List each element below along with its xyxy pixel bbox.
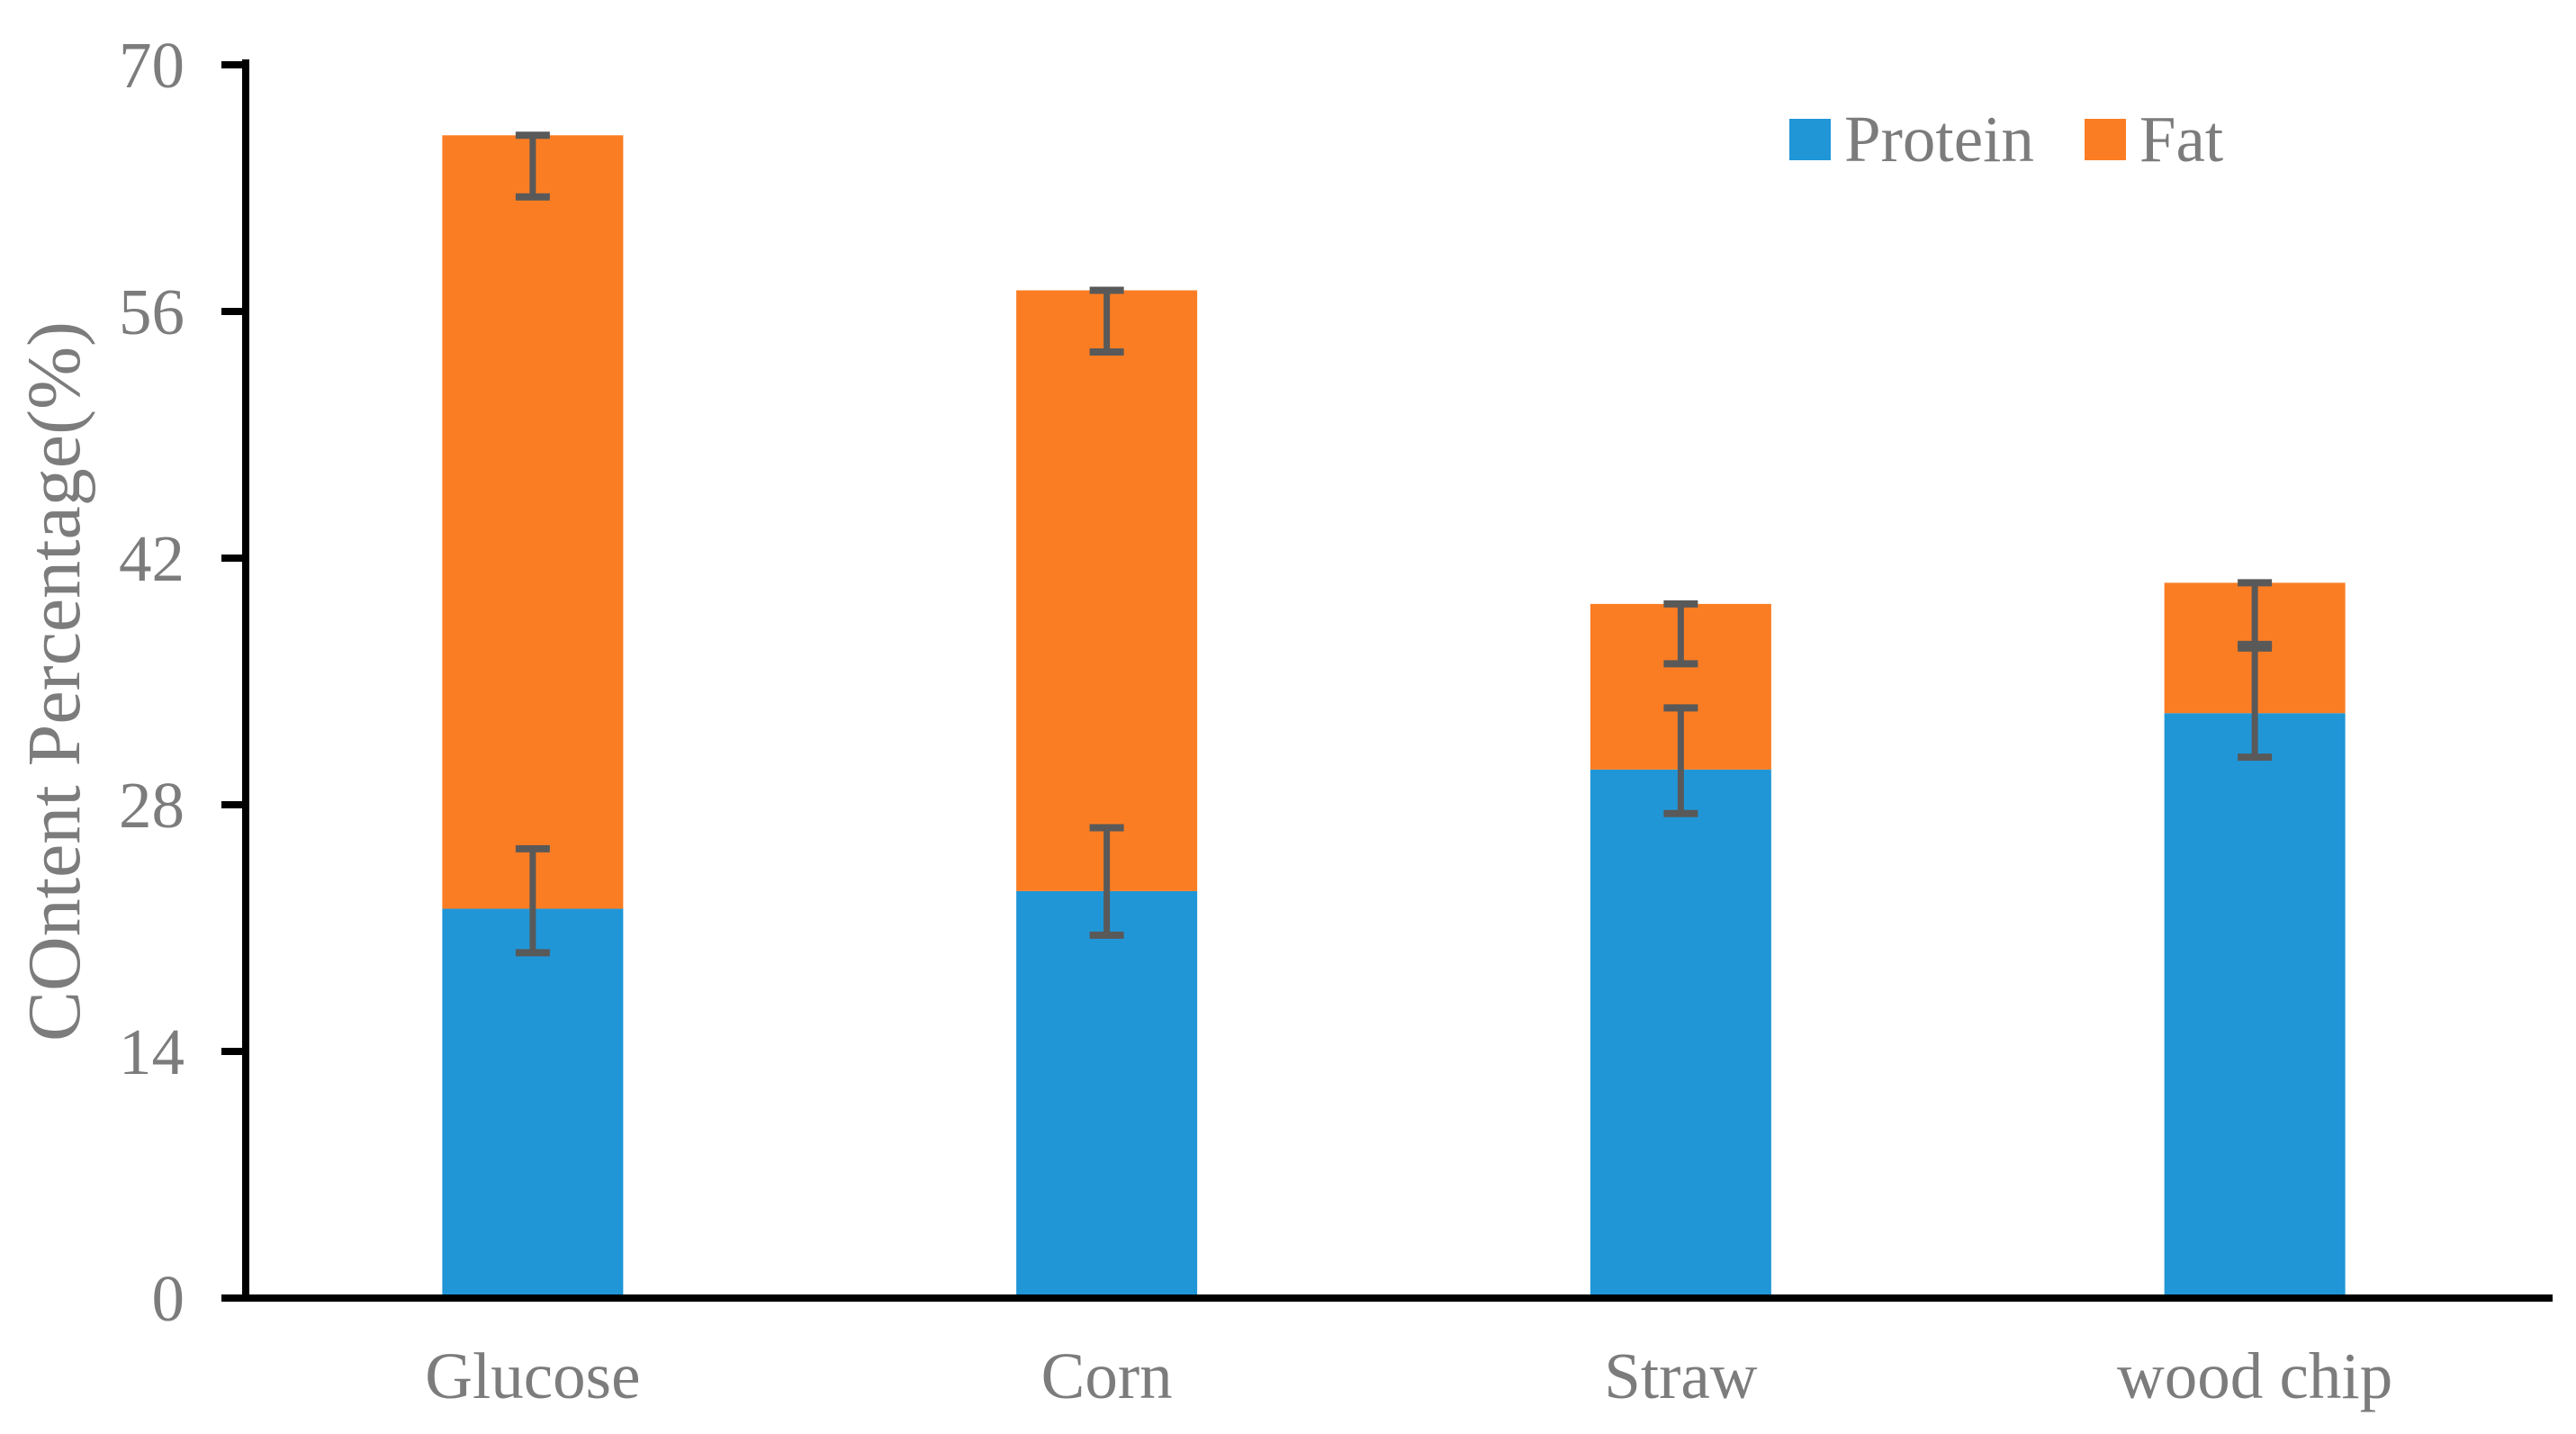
x-category-label-wood-chip: wood chip [2117,1339,2392,1412]
y-axis-title: COntent Percentage(%) [13,321,96,1042]
x-category-label-corn: Corn [1041,1339,1173,1412]
legend: Protein Fat [1789,106,2223,172]
x-category-label-glucose: Glucose [425,1339,640,1412]
bar-corn-fat [1016,290,1198,891]
bar-corn-protein [1016,890,1198,1298]
legend-item-fat: Fat [2084,103,2224,176]
legend-item-protein: Protein [1789,106,2034,172]
bar-glucose-fat [442,135,624,909]
y-tick-label-14: 14 [119,1015,185,1088]
bar-wood-chip-protein [2164,713,2346,1298]
bar-glucose-protein [442,908,624,1298]
y-tick-label-70: 70 [119,29,185,102]
fat-color-swatch [2084,118,2126,160]
y-tick-label-0: 0 [152,1262,185,1335]
x-category-label-straw: Straw [1604,1339,1758,1412]
category-labels-group: Glucose Corn Straw wood chip [425,1339,2392,1412]
y-tick-label-42: 42 [119,522,185,595]
bar-straw-protein [1590,769,1771,1298]
bars-group [442,135,2346,1298]
axes-group [221,59,2553,1302]
tick-labels-group: 0 14 28 42 56 70 [119,29,185,1335]
y-tick-label-28: 28 [119,769,185,842]
error-bars-group [515,131,2273,957]
legend-label-protein: Protein [1844,103,2034,176]
protein-color-swatch [1789,118,1831,160]
legend-label-fat: Fat [2139,103,2224,176]
y-tick-label-56: 56 [119,275,185,348]
